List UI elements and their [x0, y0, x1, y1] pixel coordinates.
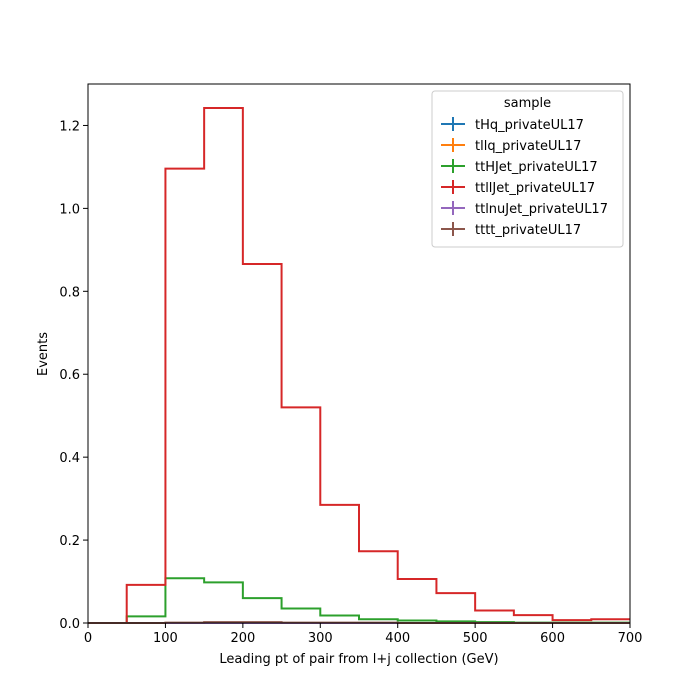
legend-label: ttHJet_privateUL17 [475, 160, 598, 175]
legend-label: ttllJet_privateUL17 [475, 181, 595, 196]
y-axis-label: Events [36, 332, 51, 376]
legend-label: tHq_privateUL17 [475, 118, 584, 133]
legend-entry: ttHJet_privateUL17 [441, 159, 598, 175]
y-tick-label: 1.0 [59, 202, 80, 217]
legend-box [431, 90, 624, 248]
legend-entry: tllq_privateUL17 [441, 138, 581, 154]
legend-entry: tttt_privateUL17 [441, 222, 581, 238]
legend-entry: ttllJet_privateUL17 [441, 180, 595, 196]
legend-label: tttt_privateUL17 [475, 223, 581, 238]
series-step-ttllJet_privateUL17 [88, 107, 630, 624]
x-tick-label: 100 [153, 631, 178, 646]
y-tick-label: 1.2 [59, 119, 80, 134]
x-tick-label: 0 [84, 631, 92, 646]
x-tick-label: 700 [618, 631, 643, 646]
legend-label: tllq_privateUL17 [475, 139, 581, 154]
y-tick-label: 0.2 [59, 534, 80, 549]
legend-entry: tHq_privateUL17 [441, 117, 584, 133]
x-axis-label: Leading pt of pair from l+j collection (… [219, 652, 498, 667]
legend-title: sample [504, 96, 551, 111]
legend-entry: ttlnuJet_privateUL17 [441, 201, 608, 217]
legend: sample tHq_privateUL17 tllq_privateUL17 ttH… [431, 90, 624, 248]
x-tick-label: 200 [230, 631, 255, 646]
y-axis: 0.0 0.2 0.4 0.6 0.8 1.0 1.2 [59, 119, 88, 632]
axes-frame [87, 83, 631, 624]
x-axis: 0 100 200 300 400 500 600 700 [84, 623, 643, 646]
y-tick-label: 0.0 [59, 617, 80, 632]
y-tick-label: 0.4 [59, 451, 80, 466]
x-tick-label: 600 [540, 631, 565, 646]
y-tick-label: 0.8 [59, 285, 80, 300]
x-tick-label: 400 [385, 631, 410, 646]
x-tick-label: 300 [308, 631, 333, 646]
x-tick-label: 500 [463, 631, 488, 646]
legend-label: ttlnuJet_privateUL17 [475, 202, 608, 217]
y-tick-label: 0.6 [59, 368, 80, 383]
